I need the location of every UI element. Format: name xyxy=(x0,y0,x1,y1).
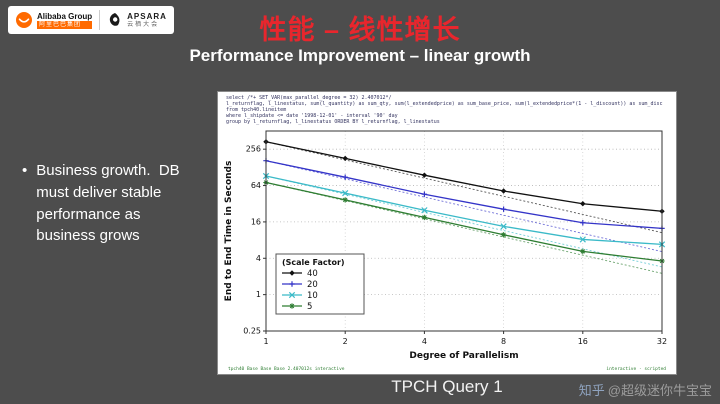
apsara-logo-text-block: APSARA 云栖大会 xyxy=(127,12,167,29)
svg-text:Degree of Parallelism: Degree of Parallelism xyxy=(409,351,518,361)
svg-text:End to End Time in Seconds: End to End Time in Seconds xyxy=(224,161,234,302)
svg-text:(Scale Factor): (Scale Factor) xyxy=(282,258,345,267)
watermark-zhihu: 知乎 xyxy=(578,383,605,398)
bullet-item: • Business growth. DB must deliver stabl… xyxy=(22,160,202,247)
svg-text:20: 20 xyxy=(307,280,318,290)
svg-text:1: 1 xyxy=(263,337,268,346)
svg-text:2: 2 xyxy=(343,337,348,346)
svg-text:4: 4 xyxy=(256,254,261,263)
bullet-glyph: • xyxy=(22,162,28,179)
alibaba-smile-icon xyxy=(16,12,32,28)
fine-print-right: interactive · scripted xyxy=(606,367,666,372)
svg-text:8: 8 xyxy=(501,337,506,346)
svg-text:32: 32 xyxy=(657,337,667,346)
apsara-logo-cn: 云栖大会 xyxy=(127,21,160,28)
bullet-text: Business growth. DB must deliver stable … xyxy=(36,162,184,245)
chart-panel: select /*+ SET_VAR(max_parallel_degree =… xyxy=(218,92,676,374)
footer-caption: TPCH Query 1 xyxy=(391,377,503,396)
apsara-logo-text: APSARA xyxy=(127,11,167,21)
logo-divider xyxy=(99,10,101,30)
apsara-icon xyxy=(109,13,120,26)
alibaba-logo-cn: 阿里巴巴集团 xyxy=(37,20,93,29)
svg-text:0.25: 0.25 xyxy=(243,327,261,336)
svg-text:5: 5 xyxy=(307,302,312,312)
slide-title: 性能 – 线性增长 xyxy=(259,15,461,45)
svg-text:16: 16 xyxy=(578,337,588,346)
alibaba-logo-text-block: Alibaba Group 阿里巴巴集团 xyxy=(37,11,93,29)
watermark-handle: @超级迷你牛宝宝 xyxy=(607,383,712,398)
fine-print-left: tpch40 Base Base Base 2.407012s interact… xyxy=(228,367,345,372)
svg-text:10: 10 xyxy=(307,291,318,301)
svg-text:16: 16 xyxy=(251,217,261,226)
svg-text:64: 64 xyxy=(251,181,261,190)
svg-text:4: 4 xyxy=(422,337,427,346)
sql-header: select /*+ SET_VAR(max_parallel_degree =… xyxy=(226,95,663,125)
watermark: 知乎 @超级迷你牛宝宝 xyxy=(579,380,712,399)
alibaba-logo: Alibaba Group 阿里巴巴集团 xyxy=(15,11,93,29)
svg-text:1: 1 xyxy=(256,290,261,299)
svg-text:256: 256 xyxy=(246,145,261,154)
logo-bar: Alibaba Group 阿里巴巴集团 APSARA 云栖大会 xyxy=(8,6,174,34)
slide-subtitle: Performance Improvement – linear growth xyxy=(189,46,531,65)
alibaba-logo-text: Alibaba Group xyxy=(37,11,93,21)
apsara-logo: APSARA 云栖大会 xyxy=(107,12,167,29)
svg-text:40: 40 xyxy=(307,269,318,279)
